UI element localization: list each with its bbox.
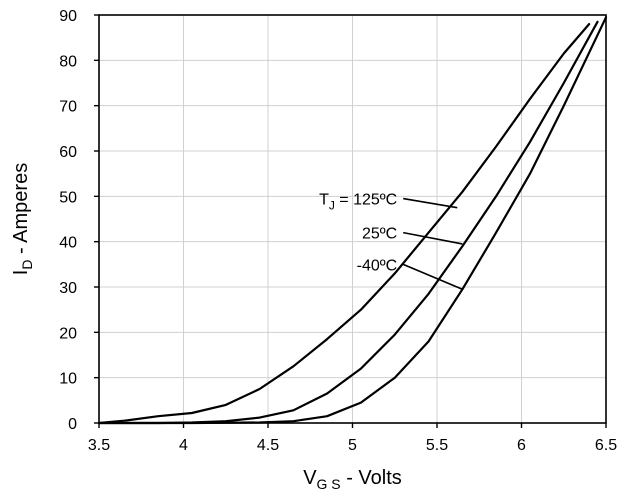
y-tick-label: 20 <box>59 325 77 342</box>
y-axis-ticks: 0 10 20 30 40 50 60 70 80 90 <box>59 8 99 433</box>
series-label-suffix: = 125ºC <box>335 192 397 209</box>
series-label-0: TJ = 125ºC <box>319 192 397 213</box>
y-axis-title-main: I <box>10 270 32 276</box>
x-tick-label: 4 <box>179 437 188 454</box>
grid-lines <box>99 15 606 423</box>
y-tick-label: 80 <box>59 53 77 70</box>
series-label-main: -40ºC <box>357 257 398 274</box>
series-label-subscript: J <box>329 199 335 213</box>
x-axis-title: VG S - Volts <box>303 467 402 492</box>
x-axis-title-suffix: - Volts <box>341 467 402 489</box>
y-tick-label: 50 <box>59 189 77 206</box>
leader-line-0 <box>403 197 458 209</box>
y-axis-title-subscript: D <box>19 260 35 270</box>
label-leader-lines <box>402 197 463 291</box>
series-label-main: T <box>319 192 329 209</box>
series-lines <box>97 16 608 425</box>
series-label-main: 25ºC <box>362 226 397 243</box>
x-tick-label: 5 <box>348 437 357 454</box>
y-tick-label: 40 <box>59 235 77 252</box>
y-tick-label: 70 <box>59 99 77 116</box>
x-axis-title-main: V <box>303 467 317 489</box>
series-labels: TJ = 125ºC 25ºC -40ºC <box>319 192 397 275</box>
series-line-1 <box>97 20 599 425</box>
y-tick-label: 60 <box>59 144 77 161</box>
x-tick-label: 6 <box>517 437 526 454</box>
leader-line-1 <box>403 231 463 245</box>
y-axis-title-suffix: - Amperes <box>10 163 32 260</box>
series-label-2: -40ºC <box>357 257 398 274</box>
x-axis-ticks: 3.5 4 4.5 5 5.5 6 6.5 <box>88 423 617 454</box>
y-tick-label: 0 <box>68 416 77 433</box>
series-line-0 <box>97 23 591 425</box>
y-tick-label: 90 <box>59 8 77 25</box>
x-tick-label: 6.5 <box>595 437 617 454</box>
x-axis-title-subscript: G S <box>317 476 341 492</box>
y-tick-label: 10 <box>59 371 77 388</box>
series-line-2 <box>97 16 608 425</box>
x-tick-label: 5.5 <box>426 437 448 454</box>
x-tick-label: 4.5 <box>257 437 279 454</box>
series-label-1: 25ºC <box>362 226 397 243</box>
y-tick-label: 30 <box>59 280 77 297</box>
x-tick-label: 3.5 <box>88 437 110 454</box>
leader-line-2 <box>402 263 463 291</box>
y-axis-title: ID - Amperes <box>10 163 35 275</box>
